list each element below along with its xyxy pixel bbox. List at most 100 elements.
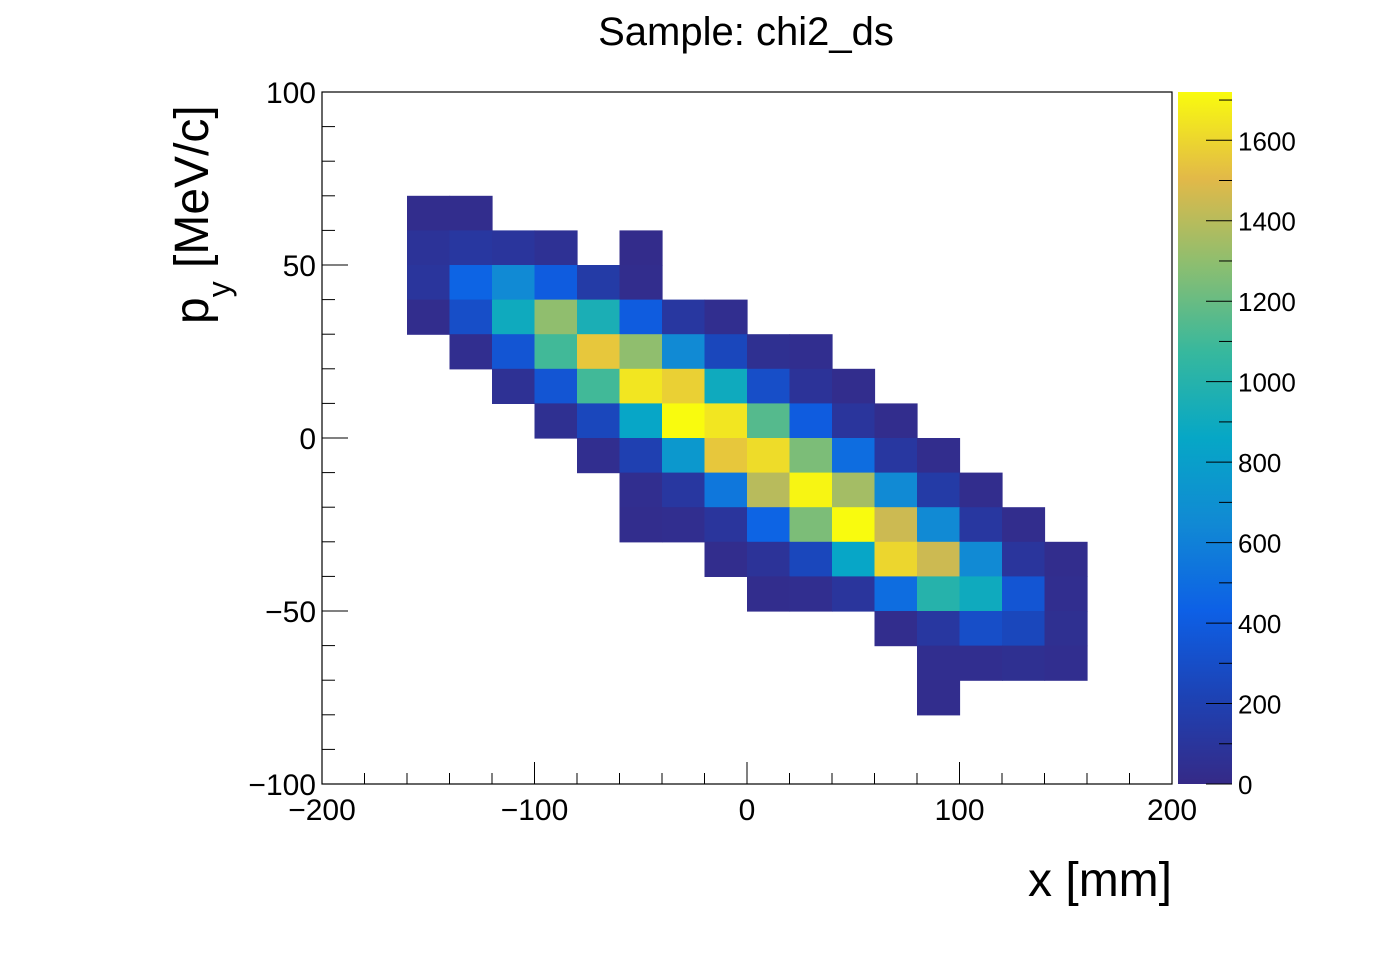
heatmap-bin xyxy=(619,334,663,370)
y-tick-label: 100 xyxy=(266,77,316,110)
heatmap-bin xyxy=(577,368,621,404)
heatmap-bin xyxy=(662,368,706,404)
heatmap-bin xyxy=(917,472,961,508)
heatmap-bin xyxy=(832,472,876,508)
heatmap-bin xyxy=(747,438,791,474)
heatmap-bin xyxy=(662,299,706,335)
heatmap-bin xyxy=(704,438,748,474)
heatmap-bin xyxy=(789,438,833,474)
y-tick-label: 50 xyxy=(283,250,316,283)
colorbar-tick-label: 1000 xyxy=(1238,368,1296,398)
colorbar-tick-label: 200 xyxy=(1238,690,1281,720)
heatmap-bin xyxy=(662,403,706,439)
heatmap-bin xyxy=(534,230,578,266)
heatmap-bin xyxy=(619,438,663,474)
x-tick-label: 0 xyxy=(739,794,756,827)
heatmap-bin xyxy=(789,472,833,508)
heatmap-bin xyxy=(1044,611,1088,647)
heatmap-bin xyxy=(789,507,833,543)
y-tick-label: 0 xyxy=(299,423,316,456)
heatmap-bin xyxy=(704,299,748,335)
heatmap-bin xyxy=(747,368,791,404)
y-axis-ticks: −100 −50 0 50 100 xyxy=(248,77,348,802)
heatmap-bin xyxy=(619,507,663,543)
heatmap-bins xyxy=(407,195,1088,716)
heatmap-bin xyxy=(449,195,493,231)
heatmap-bin xyxy=(959,541,1003,577)
heatmap-bin xyxy=(747,403,791,439)
heatmap-bin xyxy=(619,299,663,335)
heatmap-bin xyxy=(492,334,536,370)
heatmap-bin xyxy=(832,507,876,543)
heatmap-bin xyxy=(1002,507,1046,543)
heatmap-bin xyxy=(747,541,791,577)
heatmap-bin xyxy=(832,438,876,474)
heatmap-bin xyxy=(662,438,706,474)
colorbar-tick-label: 0 xyxy=(1238,770,1252,800)
heatmap-bin xyxy=(534,334,578,370)
heatmap-bin xyxy=(789,334,833,370)
svg-text:py [MeV/c]: py [MeV/c] xyxy=(166,105,237,324)
heatmap-bin xyxy=(917,645,961,681)
heatmap-bin xyxy=(407,195,451,231)
heatmap-bin xyxy=(917,541,961,577)
heatmap-bin xyxy=(959,611,1003,647)
heatmap-bin xyxy=(874,611,918,647)
heatmap-bin xyxy=(747,576,791,612)
heatmap-bin xyxy=(874,507,918,543)
x-axis-label: x [mm] xyxy=(1028,854,1172,907)
heatmap-bin xyxy=(662,472,706,508)
heatmap-bin xyxy=(832,368,876,404)
heatmap-bin xyxy=(534,403,578,439)
heatmap-bin xyxy=(577,299,621,335)
heatmap-bin xyxy=(492,299,536,335)
heatmap-bin xyxy=(534,265,578,301)
heatmap-bin xyxy=(704,541,748,577)
heatmap-bin xyxy=(789,368,833,404)
heatmap-bin xyxy=(662,507,706,543)
heatmap-bin xyxy=(619,472,663,508)
heatmap-bin xyxy=(449,230,493,266)
heatmap-bin xyxy=(1002,576,1046,612)
heatmap-bin xyxy=(449,265,493,301)
heatmap-bin xyxy=(959,645,1003,681)
heatmap-bin xyxy=(1002,541,1046,577)
y-axis-label-unit: [MeV/c] xyxy=(166,105,219,281)
heatmap-bin xyxy=(832,541,876,577)
colorbar-tick-label: 1200 xyxy=(1238,287,1296,317)
colorbar-tick-label: 600 xyxy=(1238,529,1281,559)
y-axis-label-main: p xyxy=(166,297,219,324)
y-axis-label-sub: y xyxy=(201,281,237,297)
colorbar-tick-label: 1600 xyxy=(1238,126,1296,156)
heatmap-bin xyxy=(1044,576,1088,612)
heatmap-bin xyxy=(704,368,748,404)
heatmap-bin xyxy=(577,438,621,474)
heatmap-bin xyxy=(874,403,918,439)
heatmap-bin xyxy=(704,472,748,508)
heatmap-bin xyxy=(959,472,1003,508)
heatmap-bin xyxy=(874,576,918,612)
y-axis-label: py [MeV/c] xyxy=(166,105,237,324)
x-tick-label: 200 xyxy=(1147,794,1197,827)
heatmap-bin xyxy=(917,611,961,647)
heatmap-bin xyxy=(407,230,451,266)
heatmap-bin xyxy=(959,507,1003,543)
heatmap-bin xyxy=(449,299,493,335)
heatmap-bin xyxy=(874,541,918,577)
y-tick-label: −50 xyxy=(265,596,316,629)
heatmap-bin xyxy=(917,438,961,474)
x-tick-label: 100 xyxy=(934,794,984,827)
heatmap-bin xyxy=(704,507,748,543)
heatmap-bin xyxy=(874,472,918,508)
heatmap-bin xyxy=(747,507,791,543)
heatmap-bin xyxy=(917,507,961,543)
heatmap-bin xyxy=(959,576,1003,612)
heatmap-bin xyxy=(407,265,451,301)
heatmap-bin xyxy=(407,299,451,335)
heatmap-bin xyxy=(704,334,748,370)
heatmap-bin xyxy=(577,403,621,439)
heatmap-bin xyxy=(1002,611,1046,647)
heatmap-bin xyxy=(619,368,663,404)
heatmap-bin xyxy=(577,265,621,301)
